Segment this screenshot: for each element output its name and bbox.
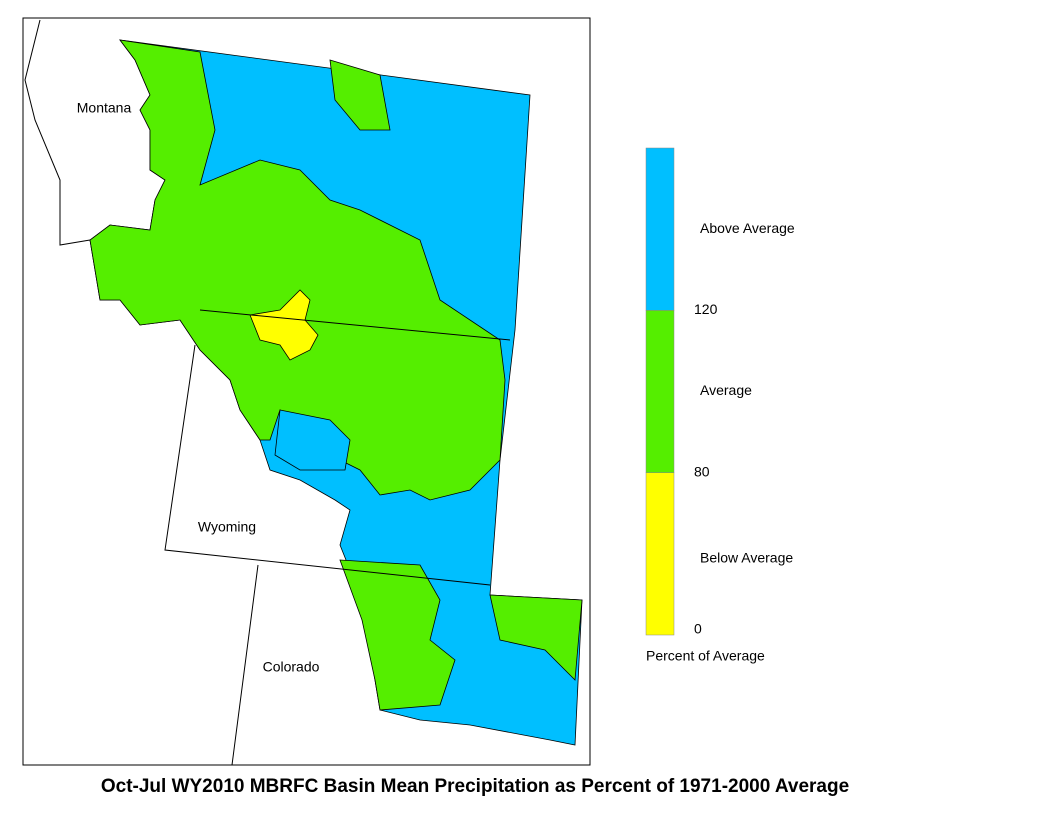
legend-swatch [645, 147, 675, 311]
legend-swatch [645, 310, 675, 473]
legend-title: Percent of Average [646, 648, 765, 664]
state-boundary [24, 19, 511, 766]
legend-tick-label: 0 [694, 621, 702, 637]
above-average-region [274, 409, 351, 471]
legend-swatch [645, 472, 675, 636]
average-region [339, 559, 456, 711]
below-average-region [249, 289, 319, 361]
legend-tick-label: 120 [694, 301, 718, 317]
map-title: Oct-Jul WY2010 MBRFC Basin Mean Precipit… [101, 776, 849, 797]
legend-tick-label: 80 [694, 463, 710, 479]
legend-class-label: Average [700, 382, 752, 398]
average-region [489, 594, 583, 681]
legend-class-label: Below Average [700, 550, 793, 566]
state-label: Montana [77, 100, 132, 116]
legend: Below Average Average Above Average 0 80 120 [645, 147, 795, 637]
state-label: Wyoming [198, 519, 256, 535]
map [24, 19, 583, 766]
state-label: Colorado [263, 659, 320, 675]
average-region [329, 59, 391, 131]
legend-class-label: Above Average [700, 220, 795, 236]
